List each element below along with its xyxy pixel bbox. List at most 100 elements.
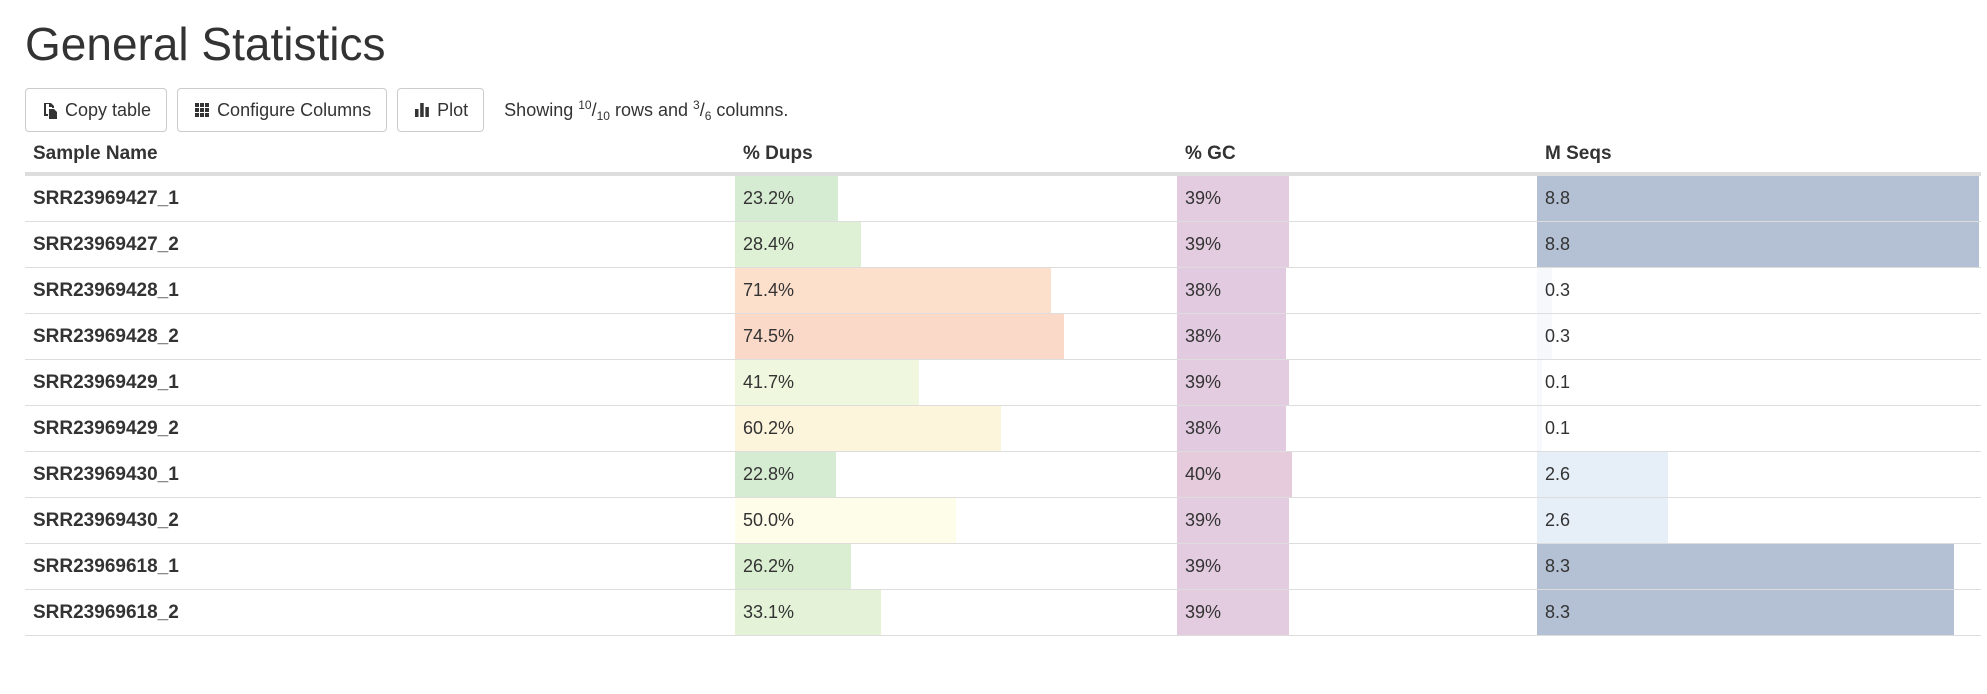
mseqs-cell: 8.3 — [1537, 544, 1979, 589]
sample-name-cell: SRR23969430_1 — [33, 464, 179, 485]
mseqs-cell: 0.3 — [1537, 314, 1979, 359]
header-gc[interactable]: % GC — [1185, 143, 1236, 164]
plot-label: Plot — [437, 99, 469, 120]
gc-cell: 39% — [1177, 176, 1537, 221]
table-row: SRR23969427_2 28.4% 39% 8.8 — [25, 222, 1981, 268]
showing-prefix: Showing — [504, 99, 579, 120]
bar-chart-icon — [413, 101, 431, 119]
sample-name-cell: SRR23969428_2 — [33, 326, 179, 347]
dups-value: 23.2% — [743, 188, 795, 208]
dups-value: 33.1% — [743, 602, 795, 622]
mseqs-bar — [1537, 176, 1979, 221]
gc-value: 39% — [1185, 556, 1222, 576]
gc-value: 38% — [1185, 326, 1222, 346]
dups-cell: 23.2% — [735, 176, 1177, 221]
dups-bar — [735, 498, 956, 543]
dups-value: 50.0% — [743, 510, 795, 530]
gc-bar — [1177, 452, 1293, 497]
mseqs-value: 0.1 — [1545, 372, 1571, 392]
gc-value: 39% — [1185, 188, 1222, 208]
dups-bar — [735, 314, 1065, 359]
mseqs-bar — [1537, 222, 1979, 267]
gc-cell: 39% — [1177, 222, 1537, 267]
dups-cell: 33.1% — [735, 590, 1177, 635]
dups-value: 60.2% — [743, 418, 795, 438]
mseqs-cell: 0.1 — [1537, 406, 1979, 451]
rows-total: 10 — [596, 108, 610, 123]
dups-value: 22.8% — [743, 464, 795, 484]
mseqs-value: 2.6 — [1545, 510, 1571, 530]
dups-value: 26.2% — [743, 556, 795, 576]
gc-value: 39% — [1185, 372, 1222, 392]
sample-name-cell: SRR23969429_1 — [33, 372, 179, 393]
gc-bar — [1177, 268, 1287, 313]
table-header: Sample Name % Dups % GC M Seqs — [25, 136, 1981, 176]
dups-value: 71.4% — [743, 280, 795, 300]
gc-cell: 38% — [1177, 268, 1537, 313]
mseqs-cell: 0.3 — [1537, 268, 1979, 313]
mseqs-value: 0.3 — [1545, 280, 1571, 300]
dups-cell: 74.5% — [735, 314, 1177, 359]
table-row: SRR23969430_2 50.0% 39% 2.6 — [25, 498, 1981, 544]
columns-total: 6 — [704, 108, 712, 123]
mseqs-value: 2.6 — [1545, 464, 1571, 484]
table-row: SRR23969429_1 41.7% 39% 0.1 — [25, 360, 1981, 406]
header-dups[interactable]: % Dups — [743, 143, 813, 164]
dups-bar — [735, 544, 851, 589]
mseqs-cell: 0.1 — [1537, 360, 1979, 405]
header-mseqs[interactable]: M Seqs — [1545, 143, 1612, 164]
gc-bar — [1177, 176, 1290, 221]
plot-button[interactable]: Plot — [397, 88, 485, 132]
configure-columns-button[interactable]: Configure Columns — [177, 88, 388, 132]
mseqs-bar — [1537, 360, 1543, 405]
mseqs-value: 0.3 — [1545, 326, 1571, 346]
sample-name-cell: SRR23969618_1 — [33, 556, 179, 577]
gc-value: 39% — [1185, 602, 1222, 622]
configure-columns-label: Configure Columns — [217, 99, 372, 120]
copy-table-label: Copy table — [65, 99, 152, 120]
gc-bar — [1177, 590, 1290, 635]
columns-fraction: 3/6 — [693, 97, 712, 123]
gc-bar — [1177, 406, 1287, 451]
dups-cell: 41.7% — [735, 360, 1177, 405]
gc-bar — [1177, 360, 1290, 405]
table-row: SRR23969429_2 60.2% 38% 0.1 — [25, 406, 1981, 452]
mseqs-bar — [1537, 268, 1553, 313]
gc-bar — [1177, 314, 1287, 359]
sample-name-cell: SRR23969427_1 — [33, 188, 179, 209]
table-row: SRR23969428_2 74.5% 38% 0.3 — [25, 314, 1981, 360]
dups-bar — [735, 406, 1002, 451]
table-toolbar: Copy table Configure Columns — [25, 88, 788, 132]
mseqs-value: 8.8 — [1545, 188, 1571, 208]
grid-icon — [193, 101, 211, 119]
header-sample-name[interactable]: Sample Name — [33, 143, 158, 164]
rows-fraction: 10/10 — [578, 97, 610, 123]
dups-cell: 28.4% — [735, 222, 1177, 267]
general-statistics-table: Sample Name % Dups % GC M Seqs SRR239694… — [25, 136, 1981, 636]
gc-bar — [1177, 544, 1290, 589]
dups-cell: 26.2% — [735, 544, 1177, 589]
dups-bar — [735, 590, 882, 635]
dups-value: 28.4% — [743, 234, 795, 254]
dups-bar — [735, 452, 836, 497]
mseqs-cell: 8.8 — [1537, 176, 1979, 221]
mseqs-value: 0.1 — [1545, 418, 1571, 438]
dups-value: 74.5% — [743, 326, 795, 346]
showing-count-text: Showing 10/10 rows and 3/6 columns. — [504, 97, 789, 123]
mseqs-bar — [1537, 590, 1954, 635]
mseqs-bar — [1537, 314, 1553, 359]
gc-value: 39% — [1185, 510, 1222, 530]
copy-icon — [41, 101, 59, 119]
mseqs-bar — [1537, 498, 1668, 543]
dups-bar — [735, 222, 861, 267]
dups-cell: 71.4% — [735, 268, 1177, 313]
gc-cell: 39% — [1177, 590, 1537, 635]
gc-cell: 39% — [1177, 544, 1537, 589]
copy-table-button[interactable]: Copy table — [25, 88, 168, 132]
gc-bar — [1177, 498, 1290, 543]
mseqs-value: 8.3 — [1545, 602, 1571, 622]
mseqs-cell: 8.3 — [1537, 590, 1979, 635]
showing-suffix: columns. — [711, 99, 789, 120]
rows-shown: 10 — [578, 97, 592, 112]
mseqs-bar — [1537, 452, 1668, 497]
